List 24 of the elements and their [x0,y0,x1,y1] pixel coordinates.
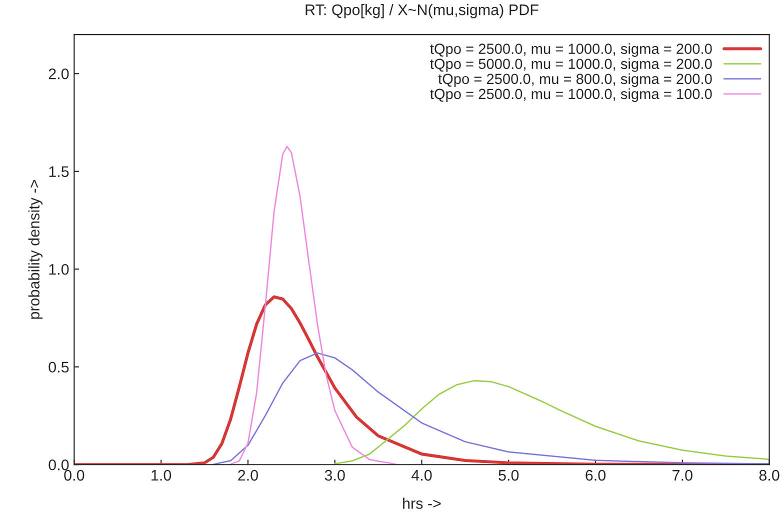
x-tick-label: 4.0 [411,470,432,481]
x-tick-label: 7.0 [672,470,692,481]
legend-label: tQpo = 5000.0, mu = 1000.0, sigma = 200.0 [430,58,712,72]
legend-label: tQpo = 2500.0, mu = 1000.0, sigma = 200.0 [430,43,712,57]
x-tick-label: 1.0 [152,470,172,481]
x-tick-label: 8.0 [759,470,780,481]
y-tick-label: 2.0 [48,68,69,80]
y-tick-label: 0.0 [48,459,69,470]
y-tick-label: 0.5 [48,362,69,373]
chart-title: RT: Qpo[kg] / X~N(mu,sigma) PDF [306,4,538,18]
legend-label: tQpo = 2500.0, mu = 800.0, sigma = 200.0 [438,73,712,87]
y-axis-title: probability density -> [28,180,43,319]
x-axis-title: hrs -> [403,498,441,509]
y-tick-label: 1.0 [49,264,69,275]
line-series [212,352,770,465]
x-tick-label: 0.0 [64,470,84,481]
y-tick-label: 1.5 [49,166,69,178]
legend-label: tQpo = 2500.0, mu = 1000.0, sigma = 100.0 [430,88,712,102]
x-tick-label: 5.0 [498,470,519,481]
line-series [230,146,396,465]
x-tick-label: 3.0 [324,470,345,481]
x-tick-label: 6.0 [586,470,606,481]
x-tick-label: 2.0 [238,470,258,481]
line-series [334,380,770,465]
